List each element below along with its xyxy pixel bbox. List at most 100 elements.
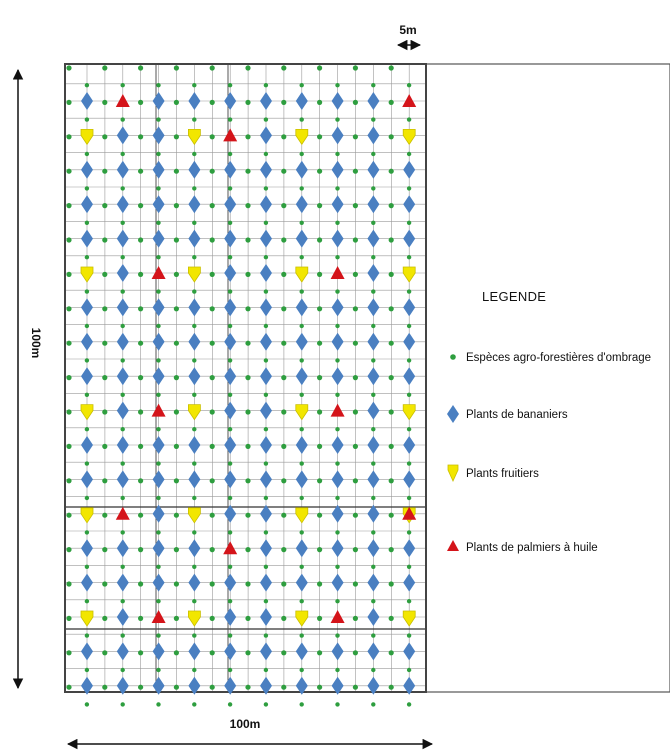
shade-species-dot xyxy=(120,358,125,363)
shade-species-dot xyxy=(406,427,412,432)
shade-species-dot xyxy=(263,530,269,535)
banana-plant-marker xyxy=(188,573,201,592)
banana-plant-marker xyxy=(367,92,380,110)
shade-species-dot xyxy=(192,427,197,432)
fruit-plant-marker xyxy=(402,129,416,146)
shade-species-dot xyxy=(138,168,144,174)
banana-plant-marker xyxy=(331,160,344,179)
legend: LEGENDE Espèces agro-forestières d'ombra… xyxy=(447,289,651,554)
shade-species-dot xyxy=(245,134,251,140)
shade-species-dot xyxy=(245,512,251,518)
shade-species-dot xyxy=(173,443,179,449)
banana-plant-marker xyxy=(260,470,272,489)
palm-plant-marker xyxy=(151,403,166,417)
shade-species-dot xyxy=(371,220,376,225)
shade-species-dot xyxy=(138,306,144,312)
shade-species-dot xyxy=(156,530,161,535)
shade-species-dot xyxy=(335,255,340,260)
shade-species-dot xyxy=(371,530,376,535)
shade-species-dot xyxy=(209,478,215,484)
shade-species-dot xyxy=(388,478,394,484)
shade-species-dot xyxy=(173,615,179,622)
shade-species-dot xyxy=(317,99,323,105)
shade-species-dot xyxy=(245,443,251,449)
shade-species-dot xyxy=(263,667,269,673)
shade-species-dot xyxy=(66,340,72,346)
banana-plant-marker xyxy=(152,676,165,695)
shade-species-dot xyxy=(406,564,412,569)
shade-species-dot xyxy=(66,203,72,209)
banana-plant-marker xyxy=(152,367,165,386)
shade-species-dot xyxy=(102,65,108,71)
shade-species-dot xyxy=(388,237,394,243)
shade-species-dot xyxy=(263,220,269,225)
shade-species-dot xyxy=(192,461,197,466)
shade-species-dot xyxy=(352,443,358,449)
shade-species-dot xyxy=(156,289,161,294)
banana-plant-marker xyxy=(116,539,129,558)
shade-species-dot xyxy=(84,495,90,501)
banana-plant-marker xyxy=(224,504,237,523)
shade-species-dot xyxy=(173,375,179,381)
banana-plant-marker xyxy=(367,642,380,661)
shade-species-dot xyxy=(120,427,125,432)
fruit-plant-marker xyxy=(402,610,416,627)
shade-species-dot xyxy=(66,306,72,312)
shade-species-dot xyxy=(263,461,269,466)
legend-item-shade-label: Espèces agro-forestières d'ombrage xyxy=(466,352,651,364)
shade-species-dot xyxy=(227,117,233,122)
shade-species-dot xyxy=(84,151,90,157)
banana-plant-marker xyxy=(260,401,272,420)
shade-species-dot xyxy=(245,547,251,553)
banana-plant-marker xyxy=(367,436,380,454)
banana-plant-marker xyxy=(367,264,380,282)
shade-species-dot xyxy=(227,255,233,260)
shade-species-dot xyxy=(209,134,215,140)
shade-species-dot xyxy=(192,117,197,122)
shade-species-dot xyxy=(84,289,90,294)
shade-species-dot xyxy=(138,512,144,518)
shade-species-dot xyxy=(192,530,197,535)
shade-species-dot xyxy=(138,443,144,449)
shade-species-dot xyxy=(281,615,287,622)
banana-plant-marker xyxy=(152,470,165,489)
shade-species-dot xyxy=(317,271,323,277)
shade-species-dot xyxy=(173,547,179,553)
banana-plant-marker xyxy=(188,229,201,248)
shade-species-dot xyxy=(156,358,161,363)
shade-species-dot xyxy=(138,547,144,553)
shade-species-dot xyxy=(209,203,215,209)
shade-species-dot xyxy=(317,340,323,346)
shade-species-dot xyxy=(388,65,394,71)
banana-plant-marker xyxy=(116,470,129,489)
shade-species-dot xyxy=(281,306,287,312)
shade-species-dot xyxy=(352,478,358,484)
shade-species-dot xyxy=(281,340,287,346)
shade-species-dot xyxy=(388,409,394,415)
shade-species-dot xyxy=(173,134,179,140)
shade-species-dot xyxy=(173,340,179,346)
shade-species-dot xyxy=(138,65,144,71)
banana-plant-marker xyxy=(224,195,237,214)
banana-plant-marker xyxy=(260,367,272,386)
shade-species-dot xyxy=(66,615,72,622)
shade-species-dot xyxy=(227,358,233,363)
shade-species-dot xyxy=(388,271,394,277)
legend-title: LEGENDE xyxy=(482,289,546,304)
shade-species-dot xyxy=(281,237,287,243)
shade-species-dot xyxy=(227,427,233,432)
banana-plant-marker xyxy=(81,573,93,592)
shade-species-dot xyxy=(317,134,323,140)
shade-species-dot xyxy=(84,323,90,329)
shade-species-dot xyxy=(102,512,108,518)
shade-species-dot xyxy=(66,168,72,174)
shade-species-dot xyxy=(281,271,287,277)
shade-species-dot xyxy=(299,530,304,535)
shade-species-dot xyxy=(209,615,215,622)
shade-species-dot xyxy=(173,409,179,415)
shade-species-dot xyxy=(335,599,340,604)
shade-species-dot xyxy=(406,702,412,707)
shade-species-dot xyxy=(388,168,394,174)
palm-plant-marker xyxy=(330,610,345,623)
fruit-plant-marker xyxy=(188,129,201,146)
